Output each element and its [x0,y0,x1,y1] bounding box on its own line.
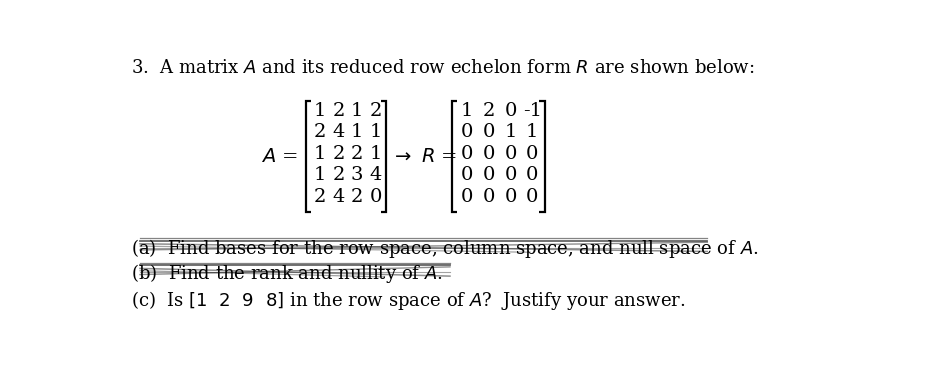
Text: 4: 4 [370,166,382,184]
Text: 0: 0 [483,123,495,141]
Text: 1: 1 [526,123,538,141]
Text: 2: 2 [351,145,363,163]
Text: 1: 1 [314,102,326,120]
Text: $\rightarrow$ $R$ =: $\rightarrow$ $R$ = [391,148,458,166]
Text: 2: 2 [314,188,326,206]
Text: 0: 0 [504,102,517,120]
Text: 2: 2 [370,102,382,120]
Text: $A$ =: $A$ = [262,148,298,166]
Text: 2: 2 [483,102,495,120]
Text: 2: 2 [333,102,345,120]
Text: 4: 4 [333,188,345,206]
Text: 2: 2 [351,188,363,206]
Text: 0: 0 [483,188,495,206]
Text: 1: 1 [370,123,382,141]
Text: -1: -1 [523,102,542,120]
Text: 0: 0 [504,145,517,163]
Text: 2: 2 [333,145,345,163]
Text: 0: 0 [526,166,538,184]
Text: 1: 1 [314,145,326,163]
Text: 1: 1 [314,166,326,184]
Text: 2: 2 [333,166,345,184]
Text: 0: 0 [460,188,474,206]
Text: 0: 0 [483,166,495,184]
Text: (a)  Find bases for the row space, column space, and null space of $A$.: (a) Find bases for the row space, column… [131,237,758,260]
Text: 0: 0 [370,188,382,206]
Text: 1: 1 [370,145,382,163]
Text: 2: 2 [314,123,326,141]
Text: 0: 0 [460,166,474,184]
Text: 0: 0 [526,145,538,163]
Text: 1: 1 [460,102,474,120]
Text: 3: 3 [351,166,363,184]
Text: 0: 0 [460,145,474,163]
Text: 1: 1 [351,123,363,141]
Text: 0: 0 [504,166,517,184]
Text: 0: 0 [460,123,474,141]
Text: 4: 4 [333,123,345,141]
Text: (c)  Is $[1 \ \ 2 \ \ 9 \ \ 8]$ in the row space of $A$?  Justify your answer.: (c) Is $[1 \ \ 2 \ \ 9 \ \ 8]$ in the ro… [131,289,686,312]
Text: 1: 1 [351,102,363,120]
Text: 0: 0 [483,145,495,163]
Text: 0: 0 [526,188,538,206]
Text: 0: 0 [504,188,517,206]
Text: 1: 1 [504,123,517,141]
Text: (b)  Find the rank and nullity of $A$.: (b) Find the rank and nullity of $A$. [131,262,443,285]
Text: 3.  A matrix $A$ and its reduced row echelon form $R$ are shown below:: 3. A matrix $A$ and its reduced row eche… [131,59,755,77]
